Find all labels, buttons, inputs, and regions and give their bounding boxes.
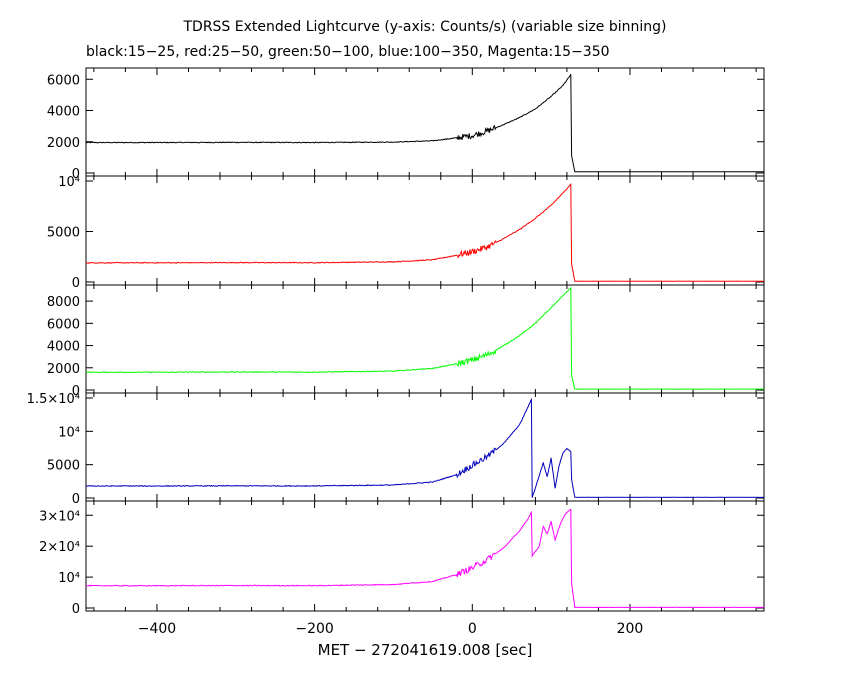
y-tick-label-black: 4000	[47, 105, 80, 120]
series-line-black	[85, 73, 765, 173]
y-tick-label-black: 6000	[47, 73, 80, 88]
y-tick-label-green: 0	[72, 384, 80, 399]
panel-frame-blue	[85, 392, 765, 502]
y-tick-label-blue: 0	[72, 492, 80, 507]
series-line-red	[86, 183, 765, 282]
series-line-blue	[85, 397, 764, 498]
y-tick-label-black: 0	[72, 167, 80, 182]
chart-title: TDRSS Extended Lightcurve (y-axis: Count…	[183, 19, 667, 35]
y-tick-label-red: 0	[72, 276, 80, 291]
x-axis-label: MET − 272041619.008 [sec]	[318, 641, 533, 659]
x-tick-label: −200	[295, 621, 333, 637]
x-tick-label: −400	[138, 621, 176, 637]
y-tick-label-red: 5000	[47, 226, 80, 241]
y-tick-label-blue: 5000	[47, 459, 80, 474]
series-line-green	[85, 286, 765, 390]
panel-frame-black	[85, 67, 765, 177]
y-tick-label-green: 2000	[47, 362, 80, 377]
x-tick-label: 0	[468, 621, 477, 637]
y-tick-label-green: 4000	[47, 340, 80, 355]
y-tick-label-magenta: 3×10⁴	[39, 509, 80, 524]
chart-subtitle: black:15−25, red:25−50, green:50−100, bl…	[86, 44, 610, 60]
y-tick-label-green: 8000	[47, 295, 80, 310]
y-tick-label-blue: 10⁴	[58, 425, 80, 440]
y-tick-label-red: 10⁴	[58, 175, 80, 190]
panel-frame-green	[85, 284, 765, 394]
panel-frame-magenta	[85, 500, 765, 612]
y-tick-label-blue: 1.5×10⁴	[27, 392, 80, 407]
y-tick-label-magenta: 2×10⁴	[39, 540, 80, 555]
series-line-magenta	[85, 508, 764, 609]
y-tick-label-black: 2000	[47, 136, 80, 151]
y-tick-label-magenta: 10⁴	[58, 571, 80, 586]
x-tick-label: 200	[617, 621, 644, 637]
y-tick-label-green: 6000	[47, 317, 80, 332]
y-tick-label-magenta: 0	[72, 602, 80, 617]
panel-frame-red	[85, 175, 765, 286]
